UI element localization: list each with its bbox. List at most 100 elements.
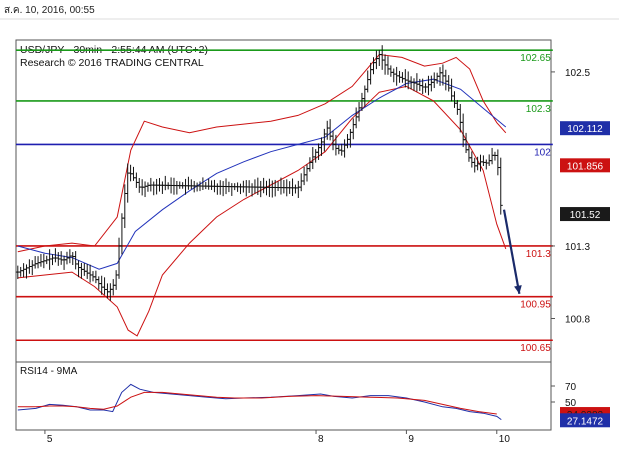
price-bar xyxy=(90,271,95,282)
price-bar xyxy=(490,147,495,165)
rsi-series-1 xyxy=(17,391,497,415)
price-bar xyxy=(33,256,38,269)
price-bar xyxy=(339,143,344,156)
price-bar xyxy=(111,279,116,296)
price-bar xyxy=(455,99,460,115)
chart-credit: Research © 2016 TRADING CENTRAL xyxy=(20,57,204,69)
price-bar xyxy=(114,270,119,290)
price-bar xyxy=(310,147,315,170)
price-bar xyxy=(50,254,55,266)
band-lower-line xyxy=(17,85,507,337)
price-bar xyxy=(365,70,370,93)
price-bar xyxy=(154,178,159,195)
price-bar xyxy=(322,128,327,152)
rsi-series-0 xyxy=(17,383,502,421)
price-tag-label-0: 102.112 xyxy=(567,124,603,135)
rsi-tick-label-1: 50 xyxy=(565,398,577,409)
arrow-shaft xyxy=(502,209,521,295)
price-candles xyxy=(15,45,503,301)
price-bar xyxy=(93,270,98,284)
rsi-tag-box-1 xyxy=(560,413,610,428)
price-bar xyxy=(336,144,341,155)
price-bar xyxy=(96,276,101,290)
price-bar xyxy=(351,118,356,140)
price-bar xyxy=(438,67,443,86)
rsi-tick-label-0: 70 xyxy=(565,382,577,393)
price-bar xyxy=(426,75,431,96)
price-bar xyxy=(62,255,67,270)
price-bar xyxy=(481,155,486,166)
price-bar xyxy=(82,263,87,276)
price-bar xyxy=(128,164,133,182)
price-bar xyxy=(388,65,393,77)
price-bar xyxy=(76,260,81,278)
price-tag-box-2 xyxy=(560,207,610,222)
price-bar xyxy=(446,75,451,92)
price-bar xyxy=(472,157,477,173)
band-upper-line xyxy=(17,53,507,253)
price-bar xyxy=(137,177,142,193)
price-bar xyxy=(88,264,93,283)
projection-arrow xyxy=(502,209,522,295)
price-bar xyxy=(466,143,471,162)
price-bar xyxy=(163,175,168,191)
price-bar xyxy=(30,260,35,276)
price-bar xyxy=(498,157,503,215)
price-bar xyxy=(200,177,205,190)
price-bar xyxy=(281,179,286,194)
time-tick-label-1: 8 xyxy=(318,434,324,445)
price-bar xyxy=(296,180,301,198)
price-bar xyxy=(302,166,307,186)
price-bar xyxy=(492,151,497,161)
price-bar xyxy=(122,184,127,229)
price-bar xyxy=(362,85,367,107)
price-bar xyxy=(328,119,333,141)
level-label-1: 102.3 xyxy=(526,104,551,115)
price-bar xyxy=(209,180,214,190)
level-label-0: 102.65 xyxy=(520,53,551,64)
moving-average xyxy=(17,78,507,270)
price-bar xyxy=(461,113,466,148)
price-bar xyxy=(469,151,474,168)
header-bar xyxy=(0,0,619,40)
price-tag-label-1: 101.856 xyxy=(567,161,604,172)
price-bar xyxy=(435,72,440,84)
price-bar xyxy=(443,69,448,91)
rsi-lines xyxy=(17,383,502,421)
price-bar xyxy=(186,176,191,190)
price-tags: 102.112 101.856 101.52 xyxy=(560,121,610,222)
arrow-head xyxy=(514,285,522,294)
price-tick-label-2: 100.8 xyxy=(565,314,590,325)
price-bar xyxy=(221,181,226,197)
price-bar xyxy=(304,164,309,182)
price-tick-label-1: 101.3 xyxy=(565,242,590,253)
price-bar xyxy=(160,181,165,194)
price-bar xyxy=(345,134,350,149)
level-label-2: 102 xyxy=(534,147,551,158)
price-bar xyxy=(290,178,295,196)
price-axis: 102.5 101.3 100.8 xyxy=(551,68,590,325)
price-bar xyxy=(145,182,150,192)
price-bar xyxy=(189,179,194,190)
level-label-5: 100.65 xyxy=(520,343,551,354)
price-bar xyxy=(429,75,434,92)
price-bar xyxy=(244,180,249,197)
price-bar xyxy=(452,91,457,108)
price-bar xyxy=(125,163,130,203)
price-bar xyxy=(18,266,23,277)
price-bar xyxy=(177,181,182,189)
support-resistance-levels: 102.65 102.3 102 101.3 100.95 100.65 xyxy=(16,49,553,354)
price-bar xyxy=(218,180,223,195)
rsi-title: RSI14 - 9MA xyxy=(20,366,78,377)
price-bar xyxy=(229,183,234,196)
price-bar xyxy=(484,159,489,170)
price-bar xyxy=(59,251,64,265)
bollinger-bands xyxy=(17,53,507,337)
price-bar xyxy=(143,181,148,198)
price-bar xyxy=(215,183,220,195)
price-bar xyxy=(119,213,124,255)
price-bar xyxy=(174,180,179,195)
price-bar xyxy=(21,263,26,278)
